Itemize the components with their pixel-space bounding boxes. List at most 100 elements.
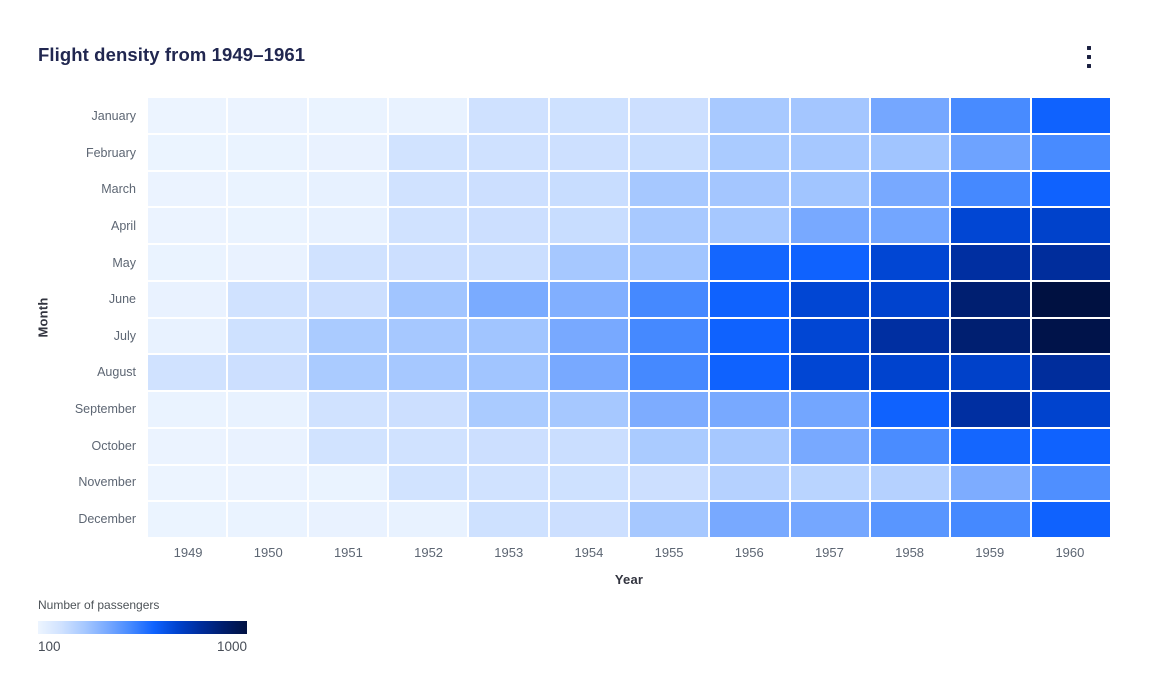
heatmap-cell[interactable] <box>148 171 227 207</box>
heatmap-cell[interactable] <box>389 318 468 354</box>
heatmap-cell[interactable] <box>630 98 709 133</box>
heatmap-cell[interactable] <box>389 465 468 501</box>
heatmap-cell[interactable] <box>951 245 1030 280</box>
heatmap-cell[interactable] <box>469 318 548 354</box>
heatmap-cell[interactable] <box>630 465 709 501</box>
heatmap-cell[interactable] <box>790 171 869 207</box>
heatmap-cell[interactable] <box>148 134 227 170</box>
heatmap-cell[interactable] <box>469 465 548 501</box>
heatmap-cell[interactable] <box>228 281 307 317</box>
heatmap-cell[interactable] <box>228 502 307 537</box>
heatmap-cell[interactable] <box>469 208 548 243</box>
heatmap-cell[interactable] <box>630 428 709 464</box>
heatmap-cell[interactable] <box>871 355 950 390</box>
heatmap-cell[interactable] <box>790 281 869 317</box>
heatmap-cell[interactable] <box>308 428 387 464</box>
heatmap-cell[interactable] <box>389 392 468 427</box>
heatmap-cell[interactable] <box>951 98 1030 133</box>
heatmap-cell[interactable] <box>951 465 1030 501</box>
heatmap-cell[interactable] <box>308 208 387 243</box>
heatmap-cell[interactable] <box>710 171 789 207</box>
heatmap-cell[interactable] <box>630 245 709 280</box>
heatmap-cell[interactable] <box>1031 392 1110 427</box>
heatmap-cell[interactable] <box>308 465 387 501</box>
heatmap-cell[interactable] <box>871 392 950 427</box>
heatmap-cell[interactable] <box>710 208 789 243</box>
heatmap-cell[interactable] <box>790 318 869 354</box>
heatmap-cell[interactable] <box>549 502 628 537</box>
heatmap-cell[interactable] <box>389 208 468 243</box>
heatmap-cell[interactable] <box>549 355 628 390</box>
heatmap-cell[interactable] <box>389 502 468 537</box>
heatmap-cell[interactable] <box>710 428 789 464</box>
heatmap-cell[interactable] <box>1031 465 1110 501</box>
heatmap-cell[interactable] <box>871 98 950 133</box>
heatmap-cell[interactable] <box>871 465 950 501</box>
heatmap-cell[interactable] <box>228 318 307 354</box>
heatmap-cell[interactable] <box>228 428 307 464</box>
heatmap-cell[interactable] <box>148 208 227 243</box>
heatmap-cell[interactable] <box>951 208 1030 243</box>
heatmap-cell[interactable] <box>710 318 789 354</box>
heatmap-cell[interactable] <box>308 98 387 133</box>
heatmap-cell[interactable] <box>389 171 468 207</box>
heatmap-cell[interactable] <box>549 281 628 317</box>
heatmap-cell[interactable] <box>710 281 789 317</box>
heatmap-cell[interactable] <box>871 208 950 243</box>
heatmap-cell[interactable] <box>790 465 869 501</box>
heatmap-cell[interactable] <box>630 502 709 537</box>
heatmap-cell[interactable] <box>228 134 307 170</box>
heatmap-cell[interactable] <box>630 171 709 207</box>
heatmap-cell[interactable] <box>790 208 869 243</box>
heatmap-cell[interactable] <box>308 171 387 207</box>
heatmap-cell[interactable] <box>469 392 548 427</box>
heatmap-cell[interactable] <box>1031 208 1110 243</box>
heatmap-cell[interactable] <box>951 428 1030 464</box>
heatmap-cell[interactable] <box>469 502 548 537</box>
heatmap-cell[interactable] <box>1031 355 1110 390</box>
heatmap-cell[interactable] <box>148 98 227 133</box>
heatmap-cell[interactable] <box>871 318 950 354</box>
heatmap-cell[interactable] <box>549 428 628 464</box>
heatmap-cell[interactable] <box>871 281 950 317</box>
heatmap-cell[interactable] <box>148 281 227 317</box>
heatmap-cell[interactable] <box>228 98 307 133</box>
heatmap-cell[interactable] <box>630 355 709 390</box>
heatmap-cell[interactable] <box>951 134 1030 170</box>
heatmap-cell[interactable] <box>1031 502 1110 537</box>
heatmap-cell[interactable] <box>951 392 1030 427</box>
heatmap-cell[interactable] <box>549 134 628 170</box>
heatmap-cell[interactable] <box>790 428 869 464</box>
heatmap-cell[interactable] <box>1031 318 1110 354</box>
heatmap-cell[interactable] <box>469 355 548 390</box>
heatmap-cell[interactable] <box>389 428 468 464</box>
heatmap-cell[interactable] <box>228 208 307 243</box>
heatmap-cell[interactable] <box>871 171 950 207</box>
heatmap-cell[interactable] <box>469 134 548 170</box>
heatmap-cell[interactable] <box>148 392 227 427</box>
heatmap-cell[interactable] <box>951 318 1030 354</box>
heatmap-cell[interactable] <box>1031 428 1110 464</box>
heatmap-cell[interactable] <box>308 502 387 537</box>
heatmap-cell[interactable] <box>790 98 869 133</box>
heatmap-cell[interactable] <box>148 428 227 464</box>
heatmap-cell[interactable] <box>148 502 227 537</box>
heatmap-cell[interactable] <box>228 392 307 427</box>
heatmap-cell[interactable] <box>710 502 789 537</box>
overflow-menu-button[interactable] <box>1073 41 1105 73</box>
heatmap-cell[interactable] <box>148 318 227 354</box>
heatmap-cell[interactable] <box>710 245 789 280</box>
heatmap-cell[interactable] <box>148 465 227 501</box>
heatmap-cell[interactable] <box>1031 134 1110 170</box>
heatmap-cell[interactable] <box>228 355 307 390</box>
heatmap-cell[interactable] <box>148 355 227 390</box>
heatmap-cell[interactable] <box>549 465 628 501</box>
heatmap-cell[interactable] <box>549 208 628 243</box>
heatmap-cell[interactable] <box>389 245 468 280</box>
heatmap-cell[interactable] <box>389 134 468 170</box>
heatmap-cell[interactable] <box>790 245 869 280</box>
heatmap-cell[interactable] <box>469 428 548 464</box>
heatmap-cell[interactable] <box>549 245 628 280</box>
heatmap-cell[interactable] <box>1031 245 1110 280</box>
heatmap-cell[interactable] <box>710 465 789 501</box>
